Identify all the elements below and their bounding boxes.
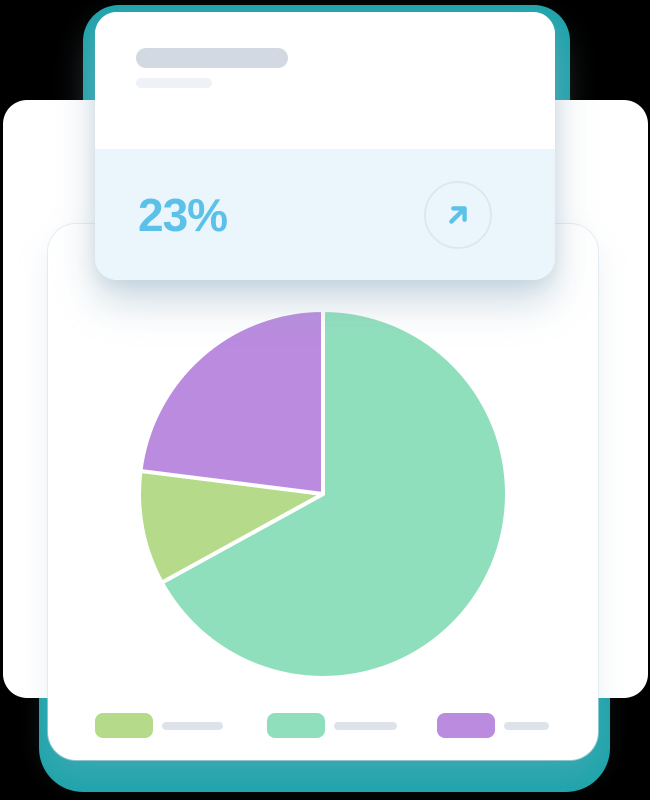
legend-item-mint[interactable] [267,713,397,738]
skeleton-subtitle-bar [136,78,212,88]
legend-label-placeholder [162,721,223,730]
stat-card: 23% [95,12,555,280]
stat-card-footer: 23% [95,149,555,280]
legend-swatch-purple [437,713,495,738]
stat-card-header [95,12,555,149]
open-stat-button[interactable] [424,181,492,249]
legend-swatch-lime [95,713,153,738]
stat-value: 23% [138,188,228,241]
legend-item-lime[interactable] [95,713,223,738]
pie-slice-purple [138,308,325,496]
legend-swatch-mint [267,713,325,738]
legend-item-purple[interactable] [437,713,549,738]
pie-chart [137,308,509,680]
pie-slice-mint [159,308,509,680]
pie-slice-lime [137,468,325,585]
legend-label-placeholder [334,721,397,730]
legend-label-placeholder [504,721,549,730]
chart-card [48,224,598,760]
arrow-up-right-icon [449,206,467,224]
skeleton-title-bar [136,48,288,68]
